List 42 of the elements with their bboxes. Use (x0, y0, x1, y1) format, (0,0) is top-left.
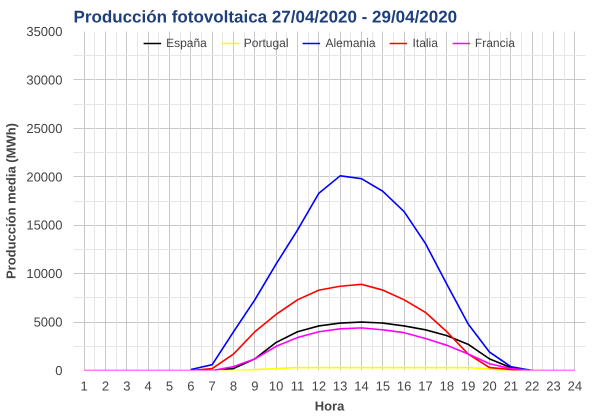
x-tick-label: 17 (418, 378, 433, 394)
legend-label: Francia (474, 36, 515, 50)
legend-label: Portugal (244, 36, 288, 50)
line-series (83, 327, 576, 370)
x-tick-label: 3 (123, 378, 130, 394)
legend-label: España (166, 36, 207, 50)
x-tick-label: 20 (482, 378, 497, 394)
x-tick-label: 11 (290, 378, 304, 394)
x-tick-label: 12 (312, 378, 326, 394)
x-tick-label: 8 (230, 378, 238, 394)
x-tick-label: 15 (376, 378, 390, 394)
y-tick-label: 20000 (26, 169, 63, 184)
y-tick-label: 25000 (26, 120, 63, 136)
x-tick-label: 10 (268, 378, 284, 394)
x-tick-label: 22 (524, 378, 540, 394)
chart-title: Producción fotovoltaica 27/04/2020 - 29/04/2020 (74, 8, 458, 26)
line-series (190, 175, 533, 370)
legend-label: Alemania (326, 36, 376, 50)
x-tick-label: 2 (102, 378, 110, 394)
y-tick-label: 5000 (34, 314, 62, 330)
x-tick-label: 5 (166, 378, 174, 394)
x-tick-label: 9 (251, 378, 258, 394)
y-tick-label: 15000 (26, 218, 63, 233)
x-tick-label: 7 (208, 378, 216, 394)
x-axis-title: Hora (314, 398, 346, 414)
x-tick-label: 4 (144, 378, 152, 394)
x-tick-label: 16 (396, 378, 412, 394)
y-tick-label: 35000 (26, 24, 63, 39)
y-axis-title: Producción media (MWh) (3, 123, 18, 279)
x-tick-label: 1 (80, 378, 88, 394)
x-tick-label: 18 (440, 378, 454, 394)
x-tick-label: 23 (546, 378, 561, 394)
x-tick-label: 14 (354, 378, 369, 394)
legend-label: Italia (412, 36, 438, 50)
y-tick-label: 30000 (26, 72, 63, 88)
x-tick-label: 6 (187, 378, 194, 394)
x-tick-label: 19 (460, 378, 476, 394)
x-tick-label: 13 (332, 378, 348, 394)
x-tick-label: 24 (568, 378, 582, 394)
y-tick-label: 0 (55, 363, 63, 378)
x-tick-label: 21 (504, 378, 518, 394)
y-tick-label: 10000 (26, 266, 63, 282)
